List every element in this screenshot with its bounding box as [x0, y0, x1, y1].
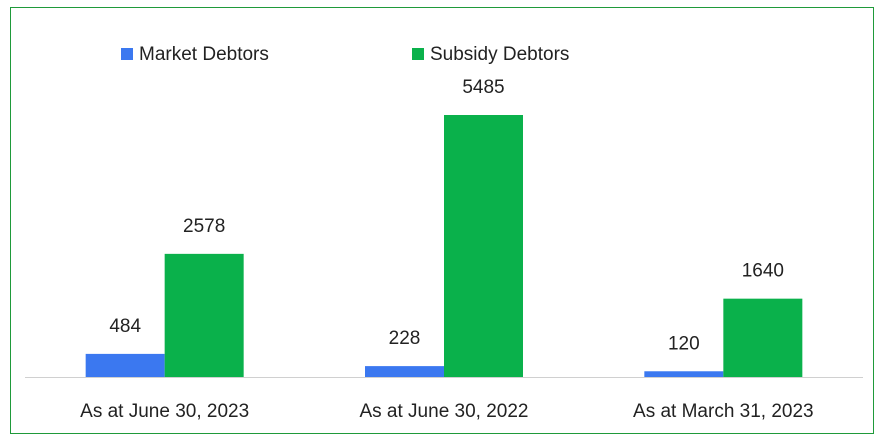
- x-tick-label: As at March 31, 2023: [633, 401, 814, 422]
- data-label: 2578: [183, 216, 225, 237]
- legend-swatch: [412, 48, 424, 60]
- bar: [444, 115, 523, 377]
- data-label: 5485: [462, 77, 504, 98]
- legend-label: Subsidy Debtors: [430, 44, 569, 65]
- data-label: 120: [668, 333, 700, 354]
- bar: [365, 366, 444, 377]
- x-tick-label: As at June 30, 2022: [359, 401, 528, 422]
- legend-label: Market Debtors: [139, 44, 269, 65]
- bar: [644, 371, 724, 377]
- bar: [164, 253, 244, 377]
- data-label: 484: [109, 316, 141, 337]
- legend-swatch: [121, 48, 133, 60]
- data-label: 228: [389, 328, 421, 349]
- bar: [723, 298, 803, 377]
- data-label: 1640: [742, 261, 784, 282]
- bar: [85, 353, 165, 377]
- x-tick-label: As at June 30, 2023: [80, 401, 249, 422]
